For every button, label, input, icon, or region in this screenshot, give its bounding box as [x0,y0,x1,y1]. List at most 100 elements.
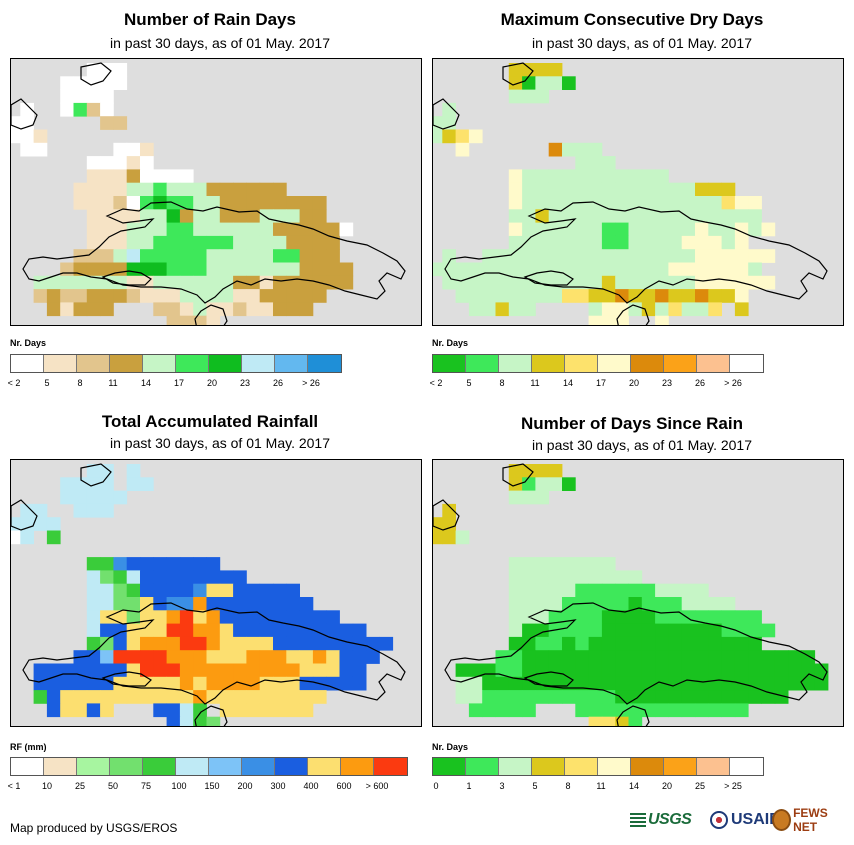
grid-cell [495,302,510,317]
grid-cell [681,302,696,317]
grid-cell [628,169,643,184]
grid-cell [748,623,762,638]
grid-cell [734,690,749,704]
grid-cell [233,597,247,611]
grid-cell [548,610,563,624]
grid-cell [468,262,483,277]
grid-cell [219,610,234,624]
panel-title: Total Accumulated Rainfall [101,412,319,431]
grid-cell [615,570,629,585]
hispaniola-coastline [22,602,406,705]
grid-cell [601,636,616,651]
grid-cell [60,490,74,505]
grid-cell [601,235,616,250]
grid-cell [668,703,683,718]
grid-cell [601,315,616,325]
grid-cell [246,249,261,263]
grid-cell [299,676,314,691]
grid-cell [233,570,247,585]
legend-swatch [44,355,77,372]
grid-cell [233,249,247,263]
legend-label: 23 [661,378,673,388]
grid-cell [219,289,234,303]
grid-cell [721,249,736,263]
map-grid [11,62,406,325]
grid-cell [548,690,563,704]
grid-cell [233,690,247,704]
grid-cell [206,222,221,237]
grid-cell [641,690,656,704]
grid-cell [615,583,629,598]
grid-cell [508,209,523,223]
grid-cell [166,663,181,678]
grid-cell [140,583,154,598]
grid-cell [748,636,762,651]
grid-cell [641,275,656,290]
grid-cell [522,703,536,718]
legend-swatch [664,758,697,775]
legend-label: 20 [661,781,673,791]
island-coastline [502,463,534,487]
grid-cell [153,583,167,598]
grid-cell [708,235,722,250]
grid-cell [326,623,340,638]
grid-cell [193,262,207,277]
grid-cell [206,676,221,691]
grid-cell [246,196,261,210]
grid-cell [33,517,48,531]
grid-cell [575,623,589,638]
legend-label: 17 [595,378,607,388]
grid-cell [655,610,669,624]
grid-cell [233,222,247,237]
grid-cell [273,275,287,290]
grid-cell [219,663,234,678]
grid-cell [113,650,128,664]
grid-cell [508,676,523,691]
grid-cell [535,76,550,90]
grid-cell [299,690,314,704]
grid-cell [588,570,603,585]
grid-cell [535,235,550,250]
grid-cell [535,690,550,704]
grid-cell [339,650,354,664]
grid-cell [628,302,643,317]
grid-cell [233,703,247,718]
grid-cell [166,275,181,290]
grid-cell [233,636,247,651]
grid-cell [681,289,696,303]
grid-cell [153,262,167,277]
grid-cell [259,262,274,277]
grid-cell [615,262,629,277]
grid-cell [86,690,101,704]
grid-cell [615,703,629,718]
grid-cell [166,289,181,303]
grid-cell [774,650,789,664]
grid-cell [206,650,221,664]
grid-cell [153,557,167,571]
grid-cell [695,650,709,664]
grid-cell [508,235,523,250]
grid-cell [33,129,48,144]
rain-days-panel: Number of Rain Days in past 30 days, as … [0,0,422,395]
legend-swatch [44,758,77,775]
grid-cell [668,650,683,664]
legend-swatch [176,355,209,372]
grid-cell [562,142,576,157]
grid-cell [259,636,274,651]
legend-title: Nr. Days [432,742,469,752]
legend-swatch [664,355,697,372]
grid-cell [708,663,722,678]
grid-cell [379,636,394,651]
legend-swatch [77,355,110,372]
grid-cell [548,650,563,664]
grid-cell [708,275,722,290]
grid-cell [562,262,576,277]
grid-cell [575,289,589,303]
grid-cell [86,102,101,117]
grid-cell [575,209,589,223]
grid-cell [113,289,128,303]
grid-cell [562,222,576,237]
grid-cell [562,557,576,571]
grid-cell [299,275,314,290]
grid-cell [206,636,221,651]
